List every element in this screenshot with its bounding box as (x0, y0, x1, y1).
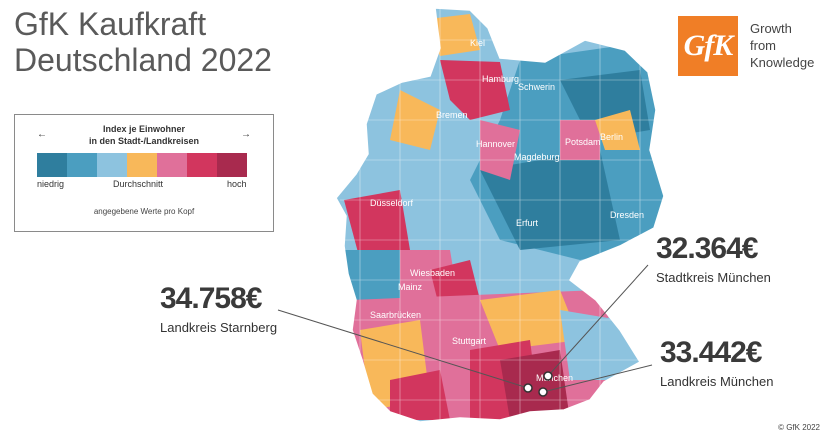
legend-note: angegebene Werte pro Kopf (93, 207, 195, 216)
arrow-left-icon: ← (37, 129, 47, 140)
city-label: Potsdam (565, 137, 601, 147)
city-label: Stuttgart (452, 336, 487, 346)
legend-swatch (217, 153, 247, 177)
marker-landkreis-starnberg (523, 383, 533, 393)
callout-label-landkreis-starnberg: Landkreis Starnberg (160, 320, 278, 335)
copyright: © GfK 2022 (778, 423, 820, 432)
legend-swatch (67, 153, 97, 177)
legend-swatch (97, 153, 127, 177)
callout-value-landkreis-starnberg: 34.758€ (160, 282, 262, 315)
legend-swatch (157, 153, 187, 177)
title-line-1: GfK Kaufkraft (14, 6, 207, 42)
city-label: Magdeburg (514, 152, 560, 162)
city-label: Hamburg (482, 74, 519, 84)
arrow-right-icon: → (241, 129, 251, 140)
legend-title-line-2: in den Stadt-/Landkreisen (88, 136, 200, 146)
city-label: Erfurt (516, 218, 539, 228)
city-label: Wiesbaden (410, 268, 455, 278)
city-label: München (536, 373, 573, 383)
marker-landkreis-muenchen (538, 387, 548, 397)
legend-mid-label: Durchschnitt (113, 179, 164, 189)
marker-stadtkreis-muenchen (543, 371, 553, 381)
legend-title-line-1: Index je Einwohner (102, 124, 185, 134)
tagline-line: Growth (750, 21, 792, 36)
color-scale (37, 153, 247, 177)
city-label: Schwerin (518, 82, 555, 92)
callout-lines (277, 264, 653, 397)
legend-low-label: niedrig (37, 179, 65, 189)
tagline-line: Knowledge (750, 55, 815, 70)
callout-label-landkreis-muenchen: Landkreis München (660, 374, 774, 389)
legend-title: Index je Einwohner in den Stadt-/Landkre… (15, 123, 273, 147)
city-label: Bremen (436, 110, 468, 120)
legend-swatch (187, 153, 217, 177)
page-title: GfK Kaufkraft Deutschland 2022 (14, 6, 272, 78)
legend-swatch (37, 153, 67, 177)
legend-swatch (127, 153, 157, 177)
city-label: Hannover (476, 139, 515, 149)
city-label: Düsseldorf (370, 198, 414, 208)
city-label: Berlin (600, 132, 623, 142)
title-line-2: Deutschland 2022 (14, 42, 272, 78)
city-label: Mainz (398, 282, 423, 292)
gfk-logo: GfK (678, 16, 738, 76)
map-regions (336, 8, 664, 422)
city-label: Kiel (470, 38, 485, 48)
city-label: Dresden (610, 210, 644, 220)
map-legend: Index je Einwohner in den Stadt-/Landkre… (14, 114, 274, 232)
logo-tagline: Growth from Knowledge (750, 20, 814, 71)
callout-label-stadtkreis-muenchen: Stadtkreis München (656, 270, 771, 285)
logo-text: GfK (683, 29, 734, 62)
callout-value-landkreis-muenchen: 33.442€ (660, 336, 762, 369)
city-label: Saarbrücken (370, 310, 421, 320)
tagline-line: from (750, 38, 776, 53)
callout-value-stadtkreis-muenchen: 32.364€ (656, 232, 758, 265)
legend-high-label: hoch (227, 179, 247, 189)
